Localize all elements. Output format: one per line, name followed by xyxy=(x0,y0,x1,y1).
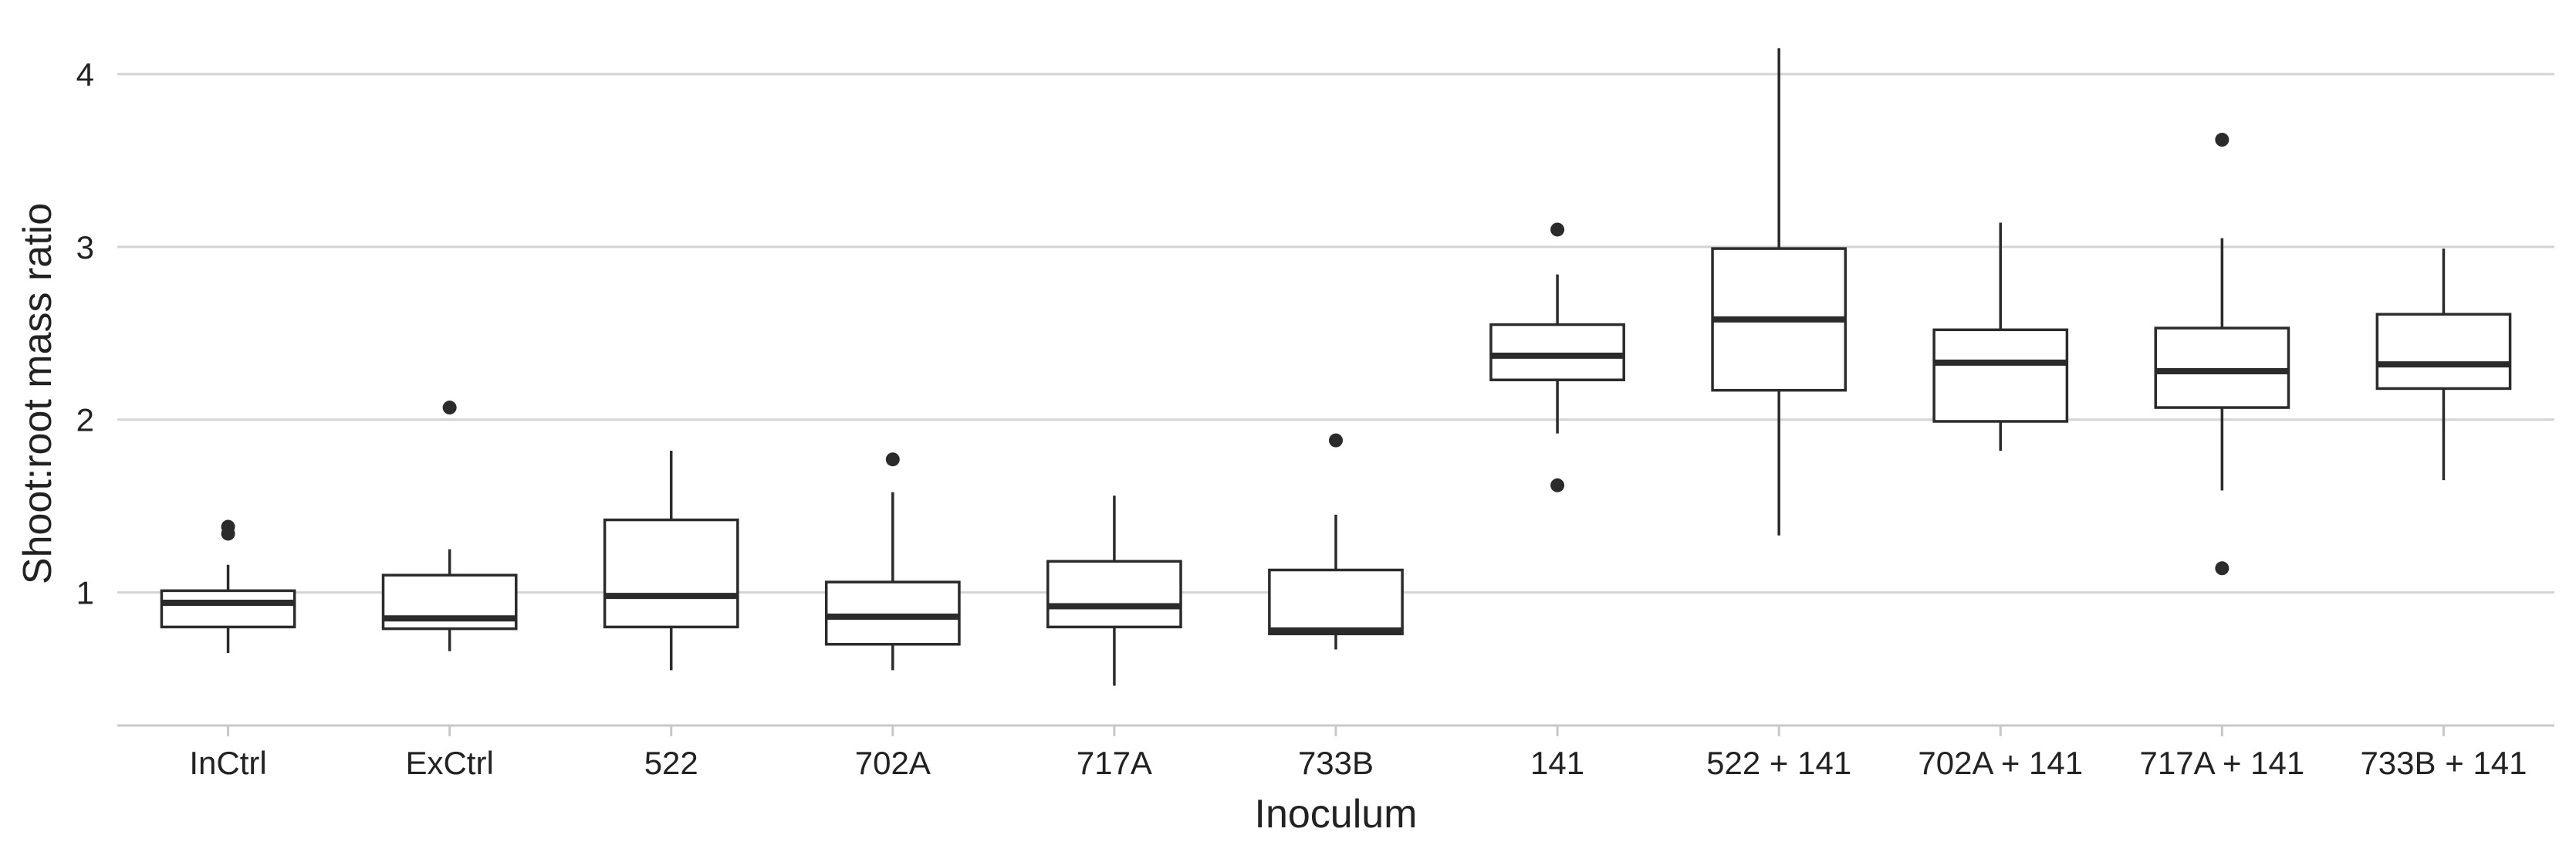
box-iqr xyxy=(2375,313,2512,391)
x-tick-label: 141 xyxy=(1530,745,1584,781)
box-group xyxy=(2375,249,2512,481)
box-iqr xyxy=(160,589,296,629)
x-axis-title: Inoculum xyxy=(1255,792,1418,837)
outlier-point xyxy=(1550,478,1565,492)
outlier-point xyxy=(1550,222,1565,237)
outlier-point xyxy=(2215,561,2229,576)
box-group xyxy=(1932,222,2069,451)
box-group xyxy=(381,401,518,651)
box-iqr xyxy=(1489,323,1625,381)
box-iqr xyxy=(1046,560,1182,629)
box-group xyxy=(603,451,739,671)
y-tick-label: 3 xyxy=(76,229,94,265)
y-tick-label: 1 xyxy=(76,575,94,611)
x-tick-label: 522 + 141 xyxy=(1706,745,1851,781)
x-tick-label: 702A xyxy=(855,745,931,781)
y-axis-title: Shoot:root mass ratio xyxy=(15,203,60,584)
x-tick-label: 733B + 141 xyxy=(2360,745,2527,781)
x-tick-label: 717A + 141 xyxy=(2140,745,2305,781)
box-group xyxy=(160,519,296,653)
box-group xyxy=(1268,433,1404,650)
outlier-point xyxy=(2215,133,2229,147)
x-tick-label: 733B xyxy=(1298,745,1374,781)
box-iqr xyxy=(603,518,739,629)
box-group xyxy=(1489,222,1625,492)
box-group xyxy=(1046,495,1182,686)
x-tick-label: 717A xyxy=(1077,745,1152,781)
y-axis: 1 2 3 4 xyxy=(76,56,94,611)
box-iqr xyxy=(824,580,961,646)
outlier-point xyxy=(885,452,900,467)
x-axis: InCtrl ExCtrl 522 702A 717A 733B 141 522 + 141 7… xyxy=(117,724,2554,781)
box-group xyxy=(1711,48,1847,536)
box-iqr xyxy=(1268,568,1404,636)
x-tick-label: 702A + 141 xyxy=(1918,745,2083,781)
outlier-point xyxy=(221,519,235,534)
box-iqr xyxy=(2154,326,2290,409)
x-tick-label: 522 xyxy=(644,745,698,781)
box-iqr xyxy=(1932,328,2069,423)
outlier-point xyxy=(442,401,457,415)
boxes xyxy=(160,48,2512,686)
x-tick-label: ExCtrl xyxy=(405,745,493,781)
y-tick-label: 4 xyxy=(76,56,94,93)
y-tick-label: 2 xyxy=(76,402,94,438)
outlier-point xyxy=(1329,433,1343,448)
x-tick-label: InCtrl xyxy=(189,745,266,781)
box-group xyxy=(824,452,961,671)
box-group xyxy=(2154,133,2290,576)
